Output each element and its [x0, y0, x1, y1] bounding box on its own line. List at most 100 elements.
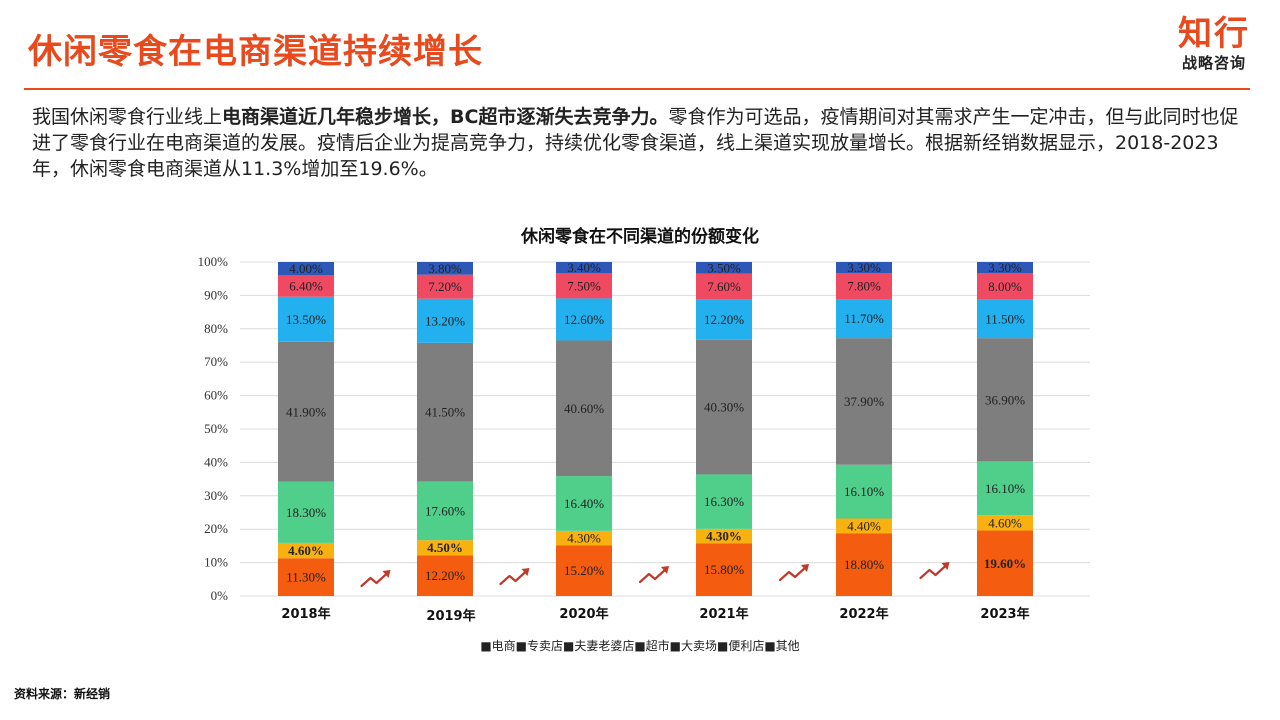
- data-label: 3.80%: [428, 261, 462, 276]
- bar-segment: [836, 533, 892, 596]
- trend-arrow-icon: [499, 569, 528, 586]
- data-label: 4.60%: [988, 515, 1022, 530]
- bar-segment: [278, 558, 334, 596]
- data-label: 15.20%: [564, 563, 604, 578]
- data-label: 11.50%: [985, 311, 1025, 326]
- data-label: 8.00%: [988, 279, 1022, 294]
- data-label: 19.60%: [984, 556, 1026, 571]
- trend-arrow-head-icon: [801, 564, 809, 572]
- bar-segment: [556, 476, 612, 531]
- intro-highlight: 电商渠道近几年稳步增长，BC超市逐渐失去竞争力。: [222, 106, 669, 128]
- data-label: 3.50%: [707, 260, 741, 275]
- data-label: 4.50%: [427, 540, 463, 555]
- y-tick-label: 90%: [204, 287, 228, 302]
- data-label: 41.50%: [425, 405, 465, 420]
- data-label: 11.70%: [844, 311, 884, 326]
- brand-logo: 知行 战略咨询: [1178, 14, 1250, 72]
- y-tick-label: 40%: [204, 454, 228, 469]
- y-tick-label: 10%: [204, 555, 228, 570]
- bar-segment: [556, 262, 612, 274]
- data-label: 16.10%: [985, 481, 1025, 496]
- bar-segment: [278, 542, 334, 559]
- y-tick-label: 80%: [204, 321, 228, 336]
- bar-segment: [278, 262, 334, 276]
- trend-arrow-icon: [360, 571, 389, 588]
- trend-arrow-icon: [778, 565, 808, 582]
- data-label: 11.30%: [286, 570, 326, 585]
- data-label: 41.90%: [286, 404, 326, 419]
- data-label: 4.30%: [567, 531, 601, 546]
- trend-arrow-head-icon: [382, 570, 391, 578]
- data-label: 13.50%: [286, 312, 326, 327]
- data-label: 16.10%: [844, 484, 884, 499]
- chart-title: 休闲零食在不同渠道的份额变化: [521, 227, 759, 247]
- bar-segment: [696, 299, 752, 340]
- bar-segment: [417, 481, 473, 541]
- bar-segment: [417, 262, 473, 275]
- data-label: 36.90%: [985, 392, 1025, 407]
- bar-segment: [278, 275, 334, 297]
- source-note: 资料来源：新经销: [14, 687, 111, 701]
- data-label: 4.00%: [289, 261, 323, 276]
- bar-segment: [836, 273, 892, 300]
- data-label: 4.30%: [706, 529, 742, 544]
- bar-segment: [977, 530, 1033, 596]
- y-tick-label: 60%: [204, 388, 228, 403]
- data-label: 18.80%: [844, 557, 884, 572]
- bar-segment: [556, 545, 612, 596]
- y-tick-label: 20%: [204, 521, 228, 536]
- bar-segment: [278, 481, 334, 543]
- intro-paragraph: 我国休闲零食行业线上电商渠道近几年稳步增长，BC超市逐渐失去竞争力。零食作为可选…: [32, 104, 1248, 182]
- data-label: 13.20%: [425, 313, 465, 328]
- bar-segment: [696, 474, 752, 529]
- data-label: 3.30%: [847, 260, 881, 275]
- data-label: 15.80%: [704, 562, 744, 577]
- bar-segment: [417, 555, 473, 596]
- data-label: 40.60%: [564, 401, 604, 416]
- data-label: 7.20%: [428, 279, 462, 294]
- trend-arrow-icon: [919, 563, 948, 580]
- intro-text-1: 我国休闲零食行业线上: [32, 106, 223, 128]
- bar-segment: [417, 342, 473, 482]
- data-label: 4.60%: [288, 543, 324, 558]
- data-label: 37.90%: [844, 394, 884, 409]
- y-tick-label: 100%: [198, 254, 229, 269]
- bar-segment: [696, 339, 752, 475]
- bar-segment: [977, 338, 1033, 462]
- x-tick-label: 2023年: [980, 606, 1029, 622]
- chart-legend: ■电商■专卖店■夫妻老婆店■超市■大卖场■便利店■其他: [480, 639, 800, 653]
- data-label: 12.60%: [564, 312, 604, 327]
- trend-arrow-head-icon: [941, 562, 950, 570]
- title-divider: [24, 88, 1250, 90]
- data-label: 16.40%: [564, 496, 604, 511]
- data-label: 12.20%: [704, 312, 744, 327]
- data-label: 7.50%: [567, 278, 601, 293]
- bar-segment: [556, 340, 612, 477]
- data-label: 7.80%: [847, 279, 881, 294]
- data-label: 4.40%: [847, 518, 881, 533]
- intro-text-2: 零食作为可选品，疫情期间对其需求产生一定冲击，但与此同时也促进了零食行业在电商渠…: [32, 106, 1239, 180]
- data-label: 40.30%: [704, 400, 744, 415]
- x-tick-label: 2022年: [839, 606, 888, 622]
- bar-segment: [977, 299, 1033, 339]
- bar-segment: [278, 341, 334, 482]
- bar-segment: [278, 296, 334, 342]
- bar-segment: [417, 274, 473, 299]
- bar-segment: [556, 273, 612, 299]
- trend-arrow-icon: [638, 567, 668, 584]
- data-label: 16.30%: [704, 494, 744, 509]
- bar-segment: [696, 543, 752, 596]
- data-label: 6.40%: [289, 279, 323, 294]
- y-tick-label: 70%: [204, 354, 228, 369]
- bar-segment: [696, 273, 752, 300]
- logo-sub-text: 战略咨询: [1181, 54, 1246, 72]
- logo-main-text: 知行: [1178, 14, 1250, 54]
- bar-segment: [836, 518, 892, 534]
- bar-segment: [836, 464, 892, 519]
- bar-segment: [556, 298, 612, 341]
- trend-arrow-head-icon: [521, 568, 530, 576]
- data-label: 12.20%: [425, 568, 465, 583]
- data-label: 18.30%: [286, 505, 326, 520]
- x-tick-label: 2021年: [699, 606, 748, 622]
